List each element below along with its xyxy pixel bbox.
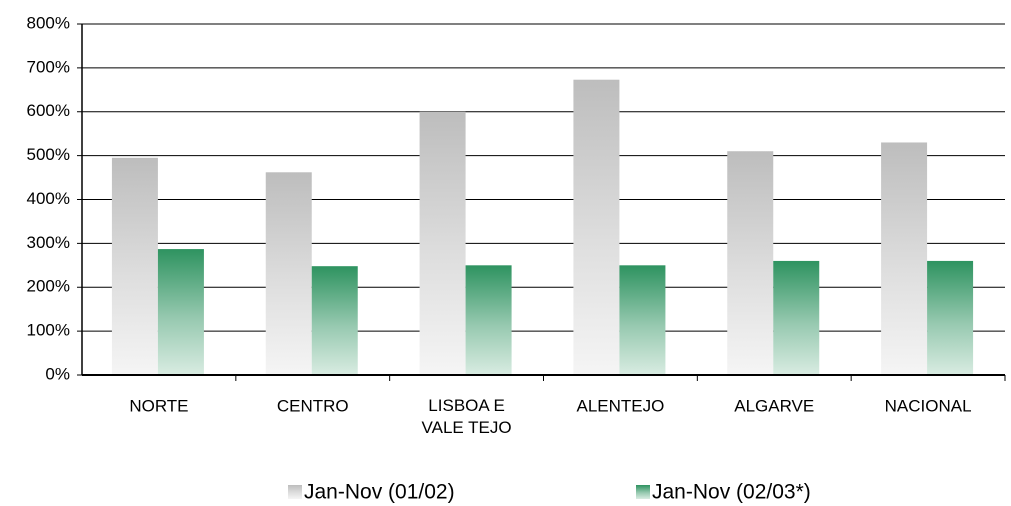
bar (573, 79, 620, 375)
bar (927, 260, 974, 375)
bar (419, 111, 466, 375)
bar (727, 151, 774, 375)
x-tick-label: ALGARVE (734, 396, 814, 415)
bar (773, 260, 820, 375)
bar (311, 266, 358, 375)
y-tick-label: 600% (27, 101, 70, 120)
y-tick-label: 400% (27, 189, 70, 208)
x-tick-label: NORTE (129, 396, 188, 415)
y-tick-label: 300% (27, 233, 70, 252)
bar (465, 265, 512, 375)
y-tick-label: 800% (27, 13, 70, 32)
legend-swatch (636, 485, 650, 499)
x-tick-label: NACIONAL (885, 396, 972, 415)
bar (619, 265, 666, 375)
legend-label: Jan-Nov (02/03*) (652, 481, 811, 504)
y-tick-label: 500% (27, 145, 70, 164)
y-tick-label: 700% (27, 57, 70, 76)
bar (265, 172, 312, 375)
y-tick-label: 0% (45, 364, 70, 383)
legend-label: Jan-Nov (01/02) (304, 481, 455, 504)
x-tick-label: CENTRO (277, 396, 349, 415)
x-tick-label: LISBOA E VALE TEJO (422, 396, 512, 437)
bar (881, 142, 928, 375)
bar (111, 157, 158, 375)
bar (157, 249, 204, 375)
y-tick-label: 200% (27, 277, 70, 296)
y-tick-label: 100% (27, 321, 70, 340)
legend-swatch (288, 485, 302, 499)
x-tick-label: ALENTEJO (576, 396, 664, 415)
